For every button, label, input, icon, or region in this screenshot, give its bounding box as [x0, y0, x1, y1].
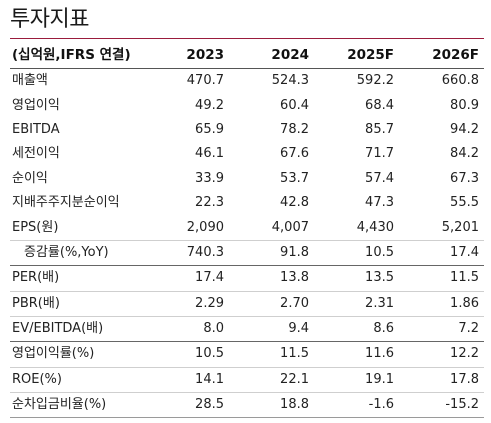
table-cell: 65.9 [195, 121, 224, 137]
table-cell: 80.9 [450, 97, 479, 113]
table-cell: 68.4 [365, 97, 394, 113]
table-cell: 18.8 [229, 392, 314, 419]
table-cell: 78.2 [280, 121, 309, 137]
table-row-eps-growth: 증감률(%,YoY) 740.3 91.8 10.5 17.4 [10, 240, 484, 267]
table-cell: 12.2 [399, 341, 484, 368]
table-header-row: (십억원,IFRS 연결) 2023 2024 2025F 2026F [10, 42, 484, 69]
table-cell: 19.1 [314, 367, 399, 394]
table-cell: 2.70 [229, 291, 314, 317]
table-cell: -1.6 [314, 392, 399, 419]
unit-header: (십억원,IFRS 연결) [10, 42, 144, 69]
table-cell: 22.1 [229, 367, 314, 394]
table-cell: 17.4 [399, 240, 484, 267]
year-header: 2023 [144, 42, 229, 69]
row-label: 영업이익 [12, 97, 60, 113]
table-cell: 28.5 [144, 392, 229, 419]
row-label: 순차입금비율(%) [10, 392, 144, 419]
table-cell: 660.8 [441, 73, 479, 89]
row-label: EV/EBITDA(배) [10, 316, 144, 343]
table-row-ev-ebitda: EV/EBITDA(배) 8.0 9.4 8.6 7.2 [10, 316, 484, 343]
table-cell: 71.7 [365, 146, 394, 162]
table-cell: 67.3 [450, 170, 479, 186]
table-row-eps: EPS(원) 2,090 4,007 4,430 5,201 [10, 215, 484, 241]
table-cell: 17.8 [399, 367, 484, 394]
table-cell: 57.4 [365, 170, 394, 186]
row-label: EBITDA [12, 121, 60, 137]
table-cell: 740.3 [144, 240, 229, 267]
table-cell: -15.2 [399, 392, 484, 419]
table-cell: 470.7 [186, 73, 224, 89]
table-cell: 46.1 [195, 146, 224, 162]
table-cell: 10.5 [314, 240, 399, 267]
table-cell: 7.2 [399, 316, 484, 343]
table-cell: 2.31 [314, 291, 399, 317]
table-cell: 592.2 [356, 73, 394, 89]
table-cell: 8.6 [314, 316, 399, 343]
table-cell: 2.29 [144, 291, 229, 317]
table-cell: 53.7 [280, 170, 309, 186]
table-row-revenue: 매출액 470.7 524.3 592.2 660.8 [10, 69, 484, 94]
table-cell: 85.7 [365, 121, 394, 137]
table-cell: 67.6 [280, 146, 309, 162]
row-label: ROE(%) [10, 367, 144, 394]
table-cell: 11.6 [314, 341, 399, 368]
year-header: 2024 [229, 42, 314, 69]
table-cell: 4,007 [229, 215, 314, 241]
table-cell: 22.3 [195, 195, 224, 211]
table-cell: 2,090 [144, 215, 229, 241]
table-cell: 84.2 [450, 146, 479, 162]
table-cell: 9.4 [229, 316, 314, 343]
table-cell: 33.9 [195, 170, 224, 186]
row-label: 지배주주지분순이익 [12, 195, 120, 211]
table-cell: 42.8 [280, 195, 309, 211]
table-cell: 11.5 [399, 265, 484, 292]
table-cell: 4,430 [314, 215, 399, 241]
table-cell: 60.4 [280, 97, 309, 113]
year-header: 2026F [399, 42, 484, 69]
table-row-operating-margin: 영업이익률(%) 10.5 11.5 11.6 12.2 [10, 341, 484, 368]
page-title: 투자지표 [10, 7, 89, 32]
table-cell: 11.5 [229, 341, 314, 368]
table-cell: 1.86 [399, 291, 484, 317]
table-cell: 91.8 [229, 240, 314, 267]
table-row-per: PER(배) 17.4 13.8 13.5 11.5 [10, 265, 484, 292]
row-label: 매출액 [12, 73, 48, 89]
table-cell: 49.2 [195, 97, 224, 113]
row-label: 세전이익 [12, 146, 60, 162]
table-row-controlling-net-income: 지배주주지분순이익 22.3 42.8 47.3 55.5 [10, 191, 484, 215]
investment-metrics-table: (십억원,IFRS 연결) 2023 2024 2025F 2026F 매출액 … [10, 42, 484, 419]
table-cell: 10.5 [144, 341, 229, 368]
table-cell: 14.1 [144, 367, 229, 394]
title-divider [10, 38, 484, 39]
table-cell: 55.5 [450, 195, 479, 211]
table-row-roe: ROE(%) 14.1 22.1 19.1 17.8 [10, 367, 484, 394]
table-row-net-income: 순이익 33.9 53.7 57.4 67.3 [10, 167, 484, 191]
table-cell: 13.5 [314, 265, 399, 292]
table-row-pbr: PBR(배) 2.29 2.70 2.31 1.86 [10, 291, 484, 317]
table-cell: 47.3 [365, 195, 394, 211]
table-row-ebitda: EBITDA 65.9 78.2 85.7 94.2 [10, 118, 484, 142]
table-row-operating-profit: 영업이익 49.2 60.4 68.4 80.9 [10, 93, 484, 117]
row-label: 순이익 [12, 170, 48, 186]
row-label: 영업이익률(%) [10, 341, 144, 368]
table-cell: 8.0 [144, 316, 229, 343]
table-cell: 13.8 [229, 265, 314, 292]
row-label: EPS(원) [10, 215, 144, 241]
table-row-net-debt-ratio: 순차입금비율(%) 28.5 18.8 -1.6 -15.2 [10, 392, 484, 419]
table-row-pretax-profit: 세전이익 46.1 67.6 71.7 84.2 [10, 142, 484, 166]
year-header: 2025F [314, 42, 399, 69]
row-label: PER(배) [10, 265, 144, 292]
row-label: PBR(배) [10, 291, 144, 317]
table-cell: 524.3 [271, 73, 309, 89]
row-label: 증감률(%,YoY) [10, 240, 144, 267]
table-cell: 94.2 [450, 121, 479, 137]
table-cell: 17.4 [144, 265, 229, 292]
table-cell: 5,201 [399, 215, 484, 241]
